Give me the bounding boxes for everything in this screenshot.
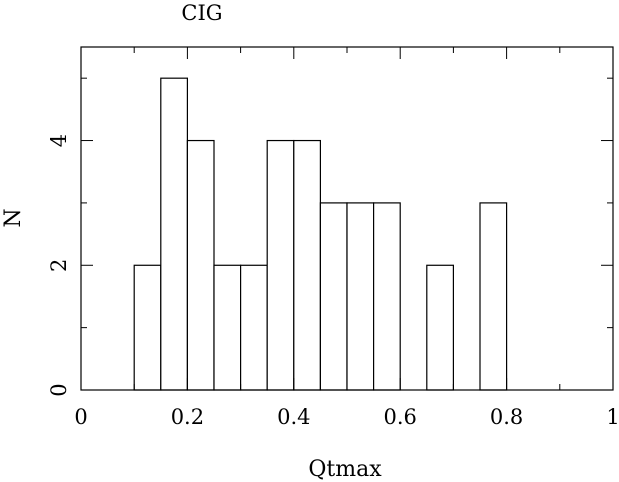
histogram-bar xyxy=(160,77,189,391)
histogram-bar xyxy=(133,264,162,391)
histogram-bar xyxy=(426,264,454,391)
y-tick-labels: 0 2 4 xyxy=(47,134,71,397)
axis-ticks xyxy=(80,47,614,391)
x-tick-label: 0 xyxy=(74,405,87,429)
histogram-bar xyxy=(186,139,215,391)
x-axis-label: Qtmax xyxy=(308,457,382,482)
y-axis-label: N xyxy=(1,208,26,227)
x-tick-label: 0.2 xyxy=(171,405,204,429)
x-tick-label: 1 xyxy=(606,405,619,429)
histogram-bar xyxy=(479,202,508,391)
histogram-bar xyxy=(319,202,348,391)
histogram-bar xyxy=(293,139,321,391)
x-tick-label: 0.4 xyxy=(277,405,310,429)
histogram-bar xyxy=(240,264,268,391)
histogram-bar xyxy=(373,202,401,391)
histogram-bars xyxy=(133,77,508,391)
x-tick-label: 0.6 xyxy=(383,405,416,429)
y-tick-label: 2 xyxy=(47,259,71,272)
histogram-bar xyxy=(213,264,242,391)
histogram-bar xyxy=(266,139,295,391)
x-tick-labels: 0 0.2 0.4 0.6 0.8 1 xyxy=(74,405,619,429)
x-tick-label: 0.8 xyxy=(490,405,523,429)
chart-title: CIG xyxy=(181,1,222,25)
y-tick-label: 0 xyxy=(47,383,71,396)
histogram-bar xyxy=(346,202,375,391)
y-tick-label: 4 xyxy=(47,134,71,147)
